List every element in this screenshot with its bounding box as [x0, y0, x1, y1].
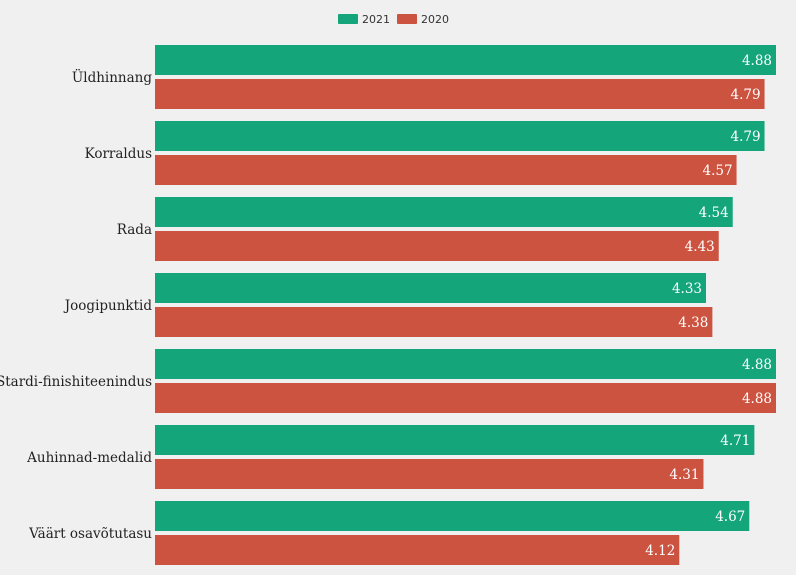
category-label-3: Joogipunktid: [63, 298, 153, 314]
category-label-0: Üldhinnang: [72, 69, 152, 86]
bar-2021-5: [155, 425, 755, 455]
category-label-5: Auhinnad-medalid: [26, 450, 152, 466]
bar-2021-0: [155, 45, 776, 75]
data-label-2020-3: 4.38: [678, 315, 708, 331]
category-label-6: Väärt osavõtutasu: [28, 526, 152, 542]
bar-2020-4: [155, 383, 776, 413]
data-label-2021-4: 4.88: [742, 357, 772, 373]
data-label-2021-0: 4.88: [742, 53, 772, 69]
category-label-2: Rada: [117, 222, 152, 238]
data-label-2020-2: 4.43: [685, 239, 715, 255]
data-label-2020-1: 4.57: [702, 163, 732, 179]
legend-swatch-2021: [338, 14, 358, 24]
bar-2020-0: [155, 79, 765, 109]
bar-2020-3: [155, 307, 713, 337]
data-label-2020-6: 4.12: [645, 543, 675, 559]
bar-2021-1: [155, 121, 765, 151]
bars-group: 4.88 4.79 4.79 4.57 4.54 4.43 4.33 4.38 4.88 4.88…: [155, 45, 776, 565]
legend-label-2020: 2020: [421, 13, 449, 26]
bar-2021-3: [155, 273, 707, 303]
data-label-2020-5: 4.31: [669, 467, 699, 483]
category-labels: Üldhinnang Korraldus Rada Joogipunktid Stard…: [0, 69, 152, 542]
bar-2020-1: [155, 155, 737, 185]
bar-2020-2: [155, 231, 719, 261]
legend-label-2021: 2021: [362, 13, 390, 26]
legend: 2021 2020: [338, 13, 449, 26]
data-label-2020-4: 4.88: [742, 391, 772, 407]
data-label-2021-3: 4.33: [672, 281, 702, 297]
bar-2020-5: [155, 459, 704, 489]
category-label-1: Korraldus: [85, 146, 152, 162]
bar-2020-6: [155, 535, 680, 565]
bar-2021-2: [155, 197, 733, 227]
bar-2021-4: [155, 349, 776, 379]
data-label-2020-0: 4.79: [730, 87, 760, 103]
data-label-2021-5: 4.71: [720, 433, 750, 449]
bar-2021-6: [155, 501, 750, 531]
legend-swatch-2020: [397, 14, 417, 24]
data-label-2021-6: 4.67: [715, 509, 745, 525]
category-label-4: Stardi-finishiteenindus: [0, 374, 152, 390]
data-label-2021-1: 4.79: [730, 129, 760, 145]
data-label-2021-2: 4.54: [699, 205, 729, 221]
